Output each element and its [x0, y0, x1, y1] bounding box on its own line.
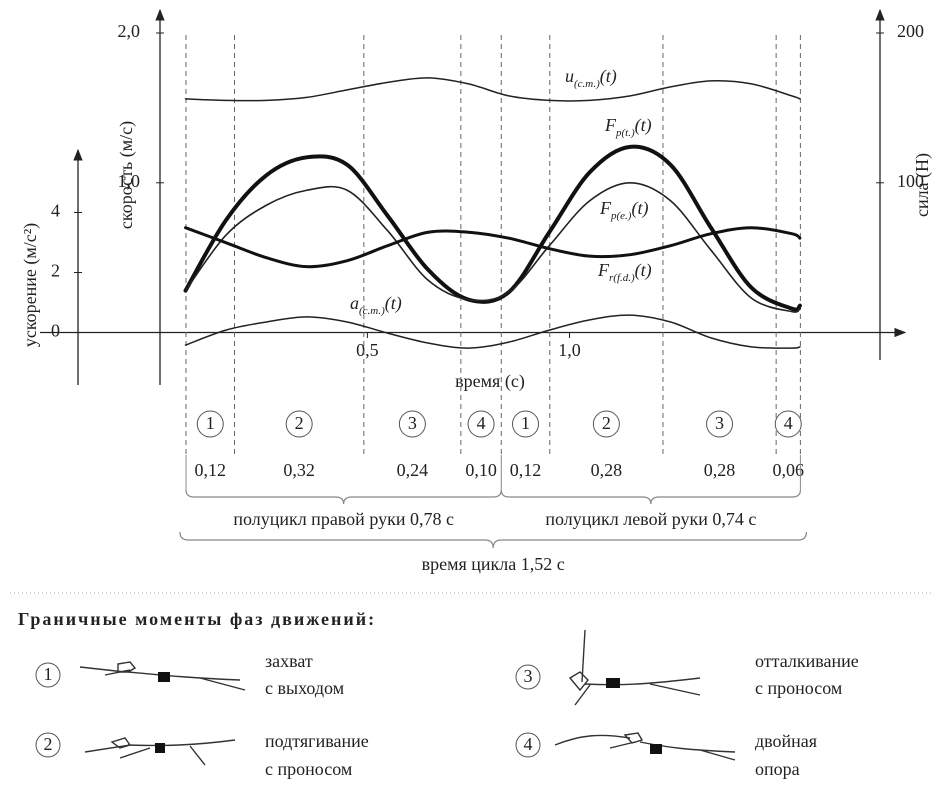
legend-item: 1 захват с выходом	[36, 651, 344, 698]
phase-number: 2	[295, 413, 304, 433]
series-label: Fr(f.d.)(t)	[597, 260, 652, 283]
brace	[186, 490, 501, 504]
phase-duration: 0,10	[465, 460, 497, 480]
y-tick-label: 2	[51, 261, 60, 281]
series-label: Fp(t.)(t)	[604, 115, 652, 138]
swimmer-icon	[85, 738, 235, 765]
phase-number: 3	[408, 413, 417, 433]
y3-axis-title: ускорение (м/с²)	[20, 223, 41, 347]
legend-text: опора	[755, 759, 800, 779]
phase-number: 3	[715, 413, 724, 433]
y-tick-label: 4	[51, 201, 60, 221]
series-name: a	[350, 293, 359, 313]
legend-item: 3 отталкивание с проносом	[516, 630, 859, 705]
half-cycle-label: полуцикл правой руки 0,78 с	[233, 509, 454, 529]
legend-number: 2	[44, 734, 53, 754]
phase-number: 4	[784, 413, 793, 433]
y-tick-label: 200	[897, 21, 924, 41]
x-tick-label: 0,5	[356, 340, 379, 360]
page: {"chart_data": { "type": "line", "xlabel…	[0, 0, 944, 785]
y-tick-label: 0	[51, 321, 60, 341]
legend-number: 4	[524, 734, 533, 754]
series-subscript: r(f.d.)	[609, 272, 635, 284]
curve	[186, 183, 800, 312]
series-label: a(с.т.)(t)	[350, 293, 402, 316]
series-label: u(с.т.)(t)	[565, 66, 617, 89]
y-tick-label: 100	[897, 171, 924, 191]
legend-number: 1	[44, 664, 53, 684]
phase-duration: 0,06	[773, 460, 805, 480]
brace	[501, 490, 800, 504]
series-argument: (t)	[635, 260, 652, 281]
series-subscript: p(t.)	[615, 127, 635, 139]
legend-text: двойная	[755, 731, 817, 751]
swimsuit	[650, 744, 662, 754]
series-subscript: p(e.)	[610, 210, 632, 222]
legend-text: с выходом	[265, 678, 344, 698]
legend-text: с проносом	[265, 759, 352, 779]
curve	[186, 78, 800, 101]
legend-item: 2 подтягивание с проносом	[36, 731, 369, 779]
phase-duration: 0,32	[283, 460, 315, 480]
cycle-label: время цикла 1,52 с	[422, 554, 565, 574]
series-argument: (t)	[600, 66, 617, 87]
curve	[186, 315, 800, 348]
series-argument: (t)	[635, 115, 652, 136]
swimsuit	[155, 743, 165, 753]
legend-text: с проносом	[755, 678, 842, 698]
swimmer-icon	[80, 662, 245, 690]
legend-text: захват	[265, 651, 313, 671]
series-label: Fp(e.)(t)	[599, 198, 648, 221]
phase-number: 1	[521, 413, 530, 433]
series-subscript: (с.т.)	[574, 78, 600, 90]
swimsuit	[158, 672, 170, 682]
series-argument: (t)	[631, 198, 648, 219]
phase-duration: 0,12	[195, 460, 227, 480]
legend-title: Граничные моменты фаз движений:	[18, 609, 376, 629]
brace	[180, 532, 806, 548]
y-tick-label: 2,0	[118, 21, 141, 41]
swimsuit	[606, 678, 620, 688]
phase-duration: 0,12	[510, 460, 542, 480]
series-name: u	[565, 66, 574, 86]
curve	[186, 147, 800, 310]
chart: скорость (м/с) сила (Н) ускорение (м/с²)…	[0, 0, 944, 785]
phase-duration: 0,24	[397, 460, 429, 480]
x-axis-title: время (с)	[455, 371, 525, 392]
x-tick-label: 1,0	[558, 340, 581, 360]
swimmer-icon	[570, 630, 700, 705]
legend-text: подтягивание	[265, 731, 369, 751]
phase-number: 4	[477, 413, 486, 433]
series-subscript: (с.т.)	[359, 305, 385, 317]
y-tick-label: 1,0	[118, 171, 141, 191]
legend-item: 4 двойная опора	[516, 731, 817, 779]
swimmer-icon	[555, 733, 735, 760]
legend-text: отталкивание	[755, 651, 859, 671]
phase-duration: 0,28	[704, 460, 736, 480]
phase-number: 1	[206, 413, 215, 433]
series-argument: (t)	[385, 293, 402, 314]
phase-duration: 0,28	[591, 460, 623, 480]
legend-number: 3	[524, 666, 533, 686]
half-cycle-label: полуцикл левой руки 0,74 с	[545, 509, 756, 529]
phase-number: 2	[602, 413, 611, 433]
